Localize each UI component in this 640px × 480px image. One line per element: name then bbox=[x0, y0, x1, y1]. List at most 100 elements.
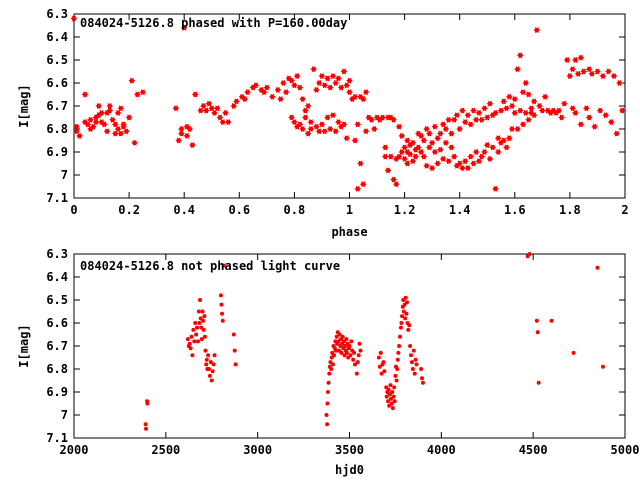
data-point bbox=[522, 109, 530, 116]
data-point bbox=[351, 357, 356, 362]
data-point bbox=[386, 387, 391, 392]
data-point bbox=[143, 422, 148, 427]
data-point bbox=[392, 385, 397, 390]
data-point bbox=[453, 112, 461, 119]
data-point bbox=[525, 116, 532, 123]
y-tick-label: 6.7 bbox=[46, 339, 68, 353]
data-point bbox=[514, 66, 521, 73]
data-point bbox=[288, 114, 296, 121]
data-point bbox=[199, 337, 204, 342]
data-point bbox=[563, 57, 571, 63]
data-point bbox=[354, 121, 362, 128]
data-point bbox=[395, 123, 403, 130]
data-point bbox=[392, 399, 397, 404]
data-point bbox=[326, 84, 334, 91]
data-point bbox=[114, 126, 122, 132]
data-point bbox=[585, 66, 593, 73]
data-point bbox=[492, 185, 499, 192]
data-point bbox=[391, 394, 396, 399]
data-point bbox=[188, 346, 193, 351]
data-point bbox=[390, 406, 395, 411]
data-point bbox=[481, 105, 488, 112]
data-point bbox=[386, 399, 391, 404]
data-point bbox=[329, 367, 334, 371]
y-axis-title: I[mag] bbox=[17, 84, 31, 127]
data-point bbox=[381, 153, 389, 160]
data-point bbox=[189, 142, 196, 149]
data-point bbox=[279, 80, 287, 86]
data-point bbox=[310, 66, 318, 73]
data-point bbox=[220, 318, 225, 323]
x-tick-label: 1.4 bbox=[449, 203, 471, 217]
data-point bbox=[288, 77, 296, 84]
data-point bbox=[193, 321, 198, 325]
data-point bbox=[208, 360, 213, 365]
data-point bbox=[541, 93, 549, 100]
data-point bbox=[420, 137, 428, 144]
data-point bbox=[213, 105, 221, 112]
data-point bbox=[233, 98, 240, 105]
data-point bbox=[204, 362, 209, 367]
data-point bbox=[448, 144, 455, 151]
data-point bbox=[201, 318, 206, 323]
y-tick-label: 6.6 bbox=[46, 316, 68, 330]
data-point bbox=[84, 121, 92, 128]
data-point bbox=[325, 401, 330, 406]
data-point bbox=[139, 89, 147, 96]
data-point bbox=[431, 149, 439, 155]
data-point bbox=[483, 142, 491, 149]
data-point bbox=[302, 107, 309, 114]
data-point bbox=[505, 135, 513, 142]
data-point bbox=[577, 54, 585, 61]
data-point bbox=[461, 158, 469, 165]
data-point bbox=[618, 107, 626, 114]
data-point bbox=[194, 332, 199, 337]
data-point bbox=[178, 130, 185, 137]
data-point bbox=[349, 339, 354, 344]
data-point bbox=[220, 311, 225, 316]
data-point bbox=[456, 160, 464, 167]
data-point bbox=[398, 325, 403, 330]
data-point bbox=[304, 130, 312, 137]
data-point bbox=[492, 109, 499, 116]
data-point bbox=[470, 107, 477, 114]
x-tick-label: 0.6 bbox=[228, 203, 250, 217]
x-tick-label: 1.8 bbox=[559, 203, 581, 217]
data-point bbox=[191, 91, 199, 98]
data-point bbox=[423, 162, 431, 169]
x-tick-label: 3000 bbox=[243, 443, 272, 457]
data-point bbox=[398, 149, 406, 155]
data-point bbox=[456, 126, 464, 132]
data-point bbox=[200, 309, 205, 314]
y-tick-label: 6.4 bbox=[46, 270, 68, 284]
data-point bbox=[210, 369, 215, 374]
data-point bbox=[400, 314, 405, 319]
data-point bbox=[475, 109, 483, 116]
data-point bbox=[315, 80, 323, 86]
data-point bbox=[274, 86, 282, 93]
data-point bbox=[439, 121, 447, 128]
data-point bbox=[321, 128, 329, 135]
data-point bbox=[472, 116, 480, 123]
data-point bbox=[187, 341, 192, 346]
data-point bbox=[293, 73, 301, 80]
data-point bbox=[569, 66, 577, 73]
data-point bbox=[344, 350, 349, 355]
data-point bbox=[211, 362, 216, 367]
data-point bbox=[401, 155, 408, 162]
data-point bbox=[403, 316, 408, 321]
data-point bbox=[610, 73, 618, 80]
data-point bbox=[464, 165, 472, 172]
data-point bbox=[362, 128, 370, 135]
data-point bbox=[390, 116, 397, 123]
data-point bbox=[340, 68, 348, 75]
data-point bbox=[244, 89, 251, 96]
data-point bbox=[555, 107, 563, 114]
data-point bbox=[445, 116, 453, 123]
data-point bbox=[434, 160, 442, 167]
data-point bbox=[428, 165, 436, 172]
data-point bbox=[395, 357, 400, 362]
data-point bbox=[409, 158, 417, 165]
data-point bbox=[467, 153, 475, 160]
